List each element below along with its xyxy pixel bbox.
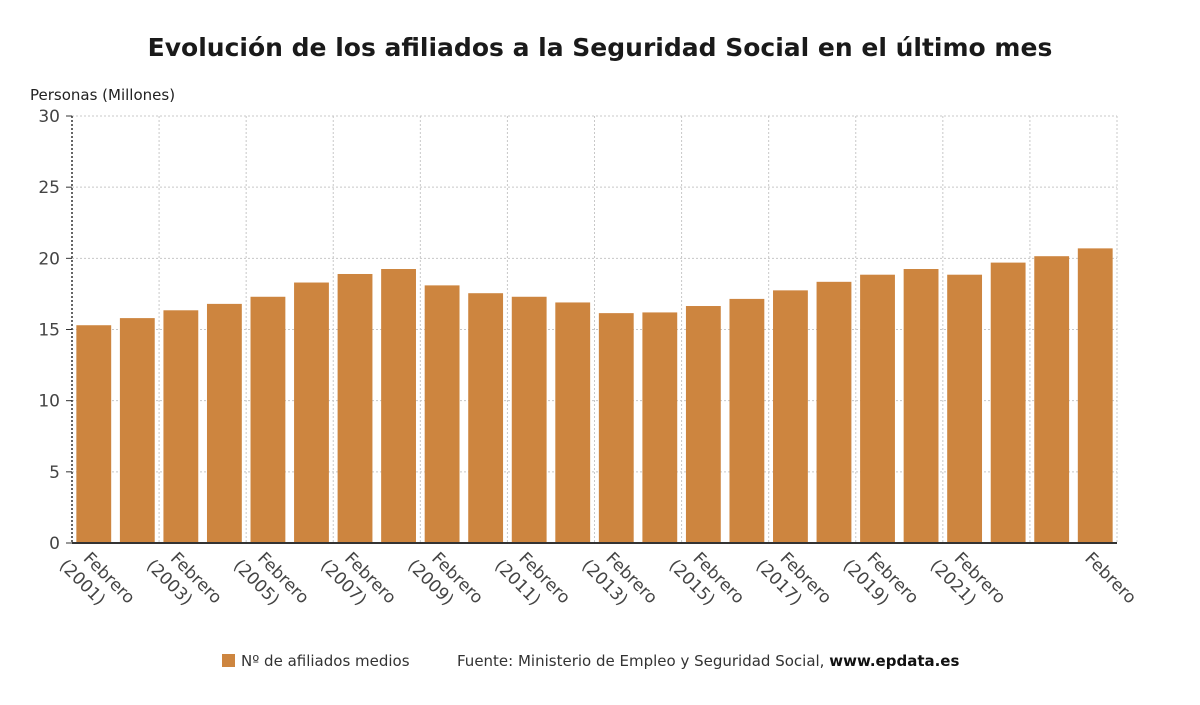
bar (729, 298, 765, 543)
x-tick-label: Febrero(2009) (403, 549, 487, 610)
source-text: Fuente: Ministerio de Empleo y Seguridad… (457, 652, 824, 670)
x-tick-label: Febrero(2017) (752, 549, 836, 610)
source-link[interactable]: www.epdata.es (829, 652, 959, 670)
bar (685, 306, 721, 543)
y-tick-label: 5 (49, 463, 60, 483)
x-tick-label: Febrero(2007) (316, 549, 400, 610)
bar (206, 303, 242, 543)
bar (468, 293, 504, 543)
bar (294, 282, 329, 543)
y-tick-label: 0 (49, 534, 60, 554)
x-tick-labels: Febrero(2001) Febrero(2003) Febrero(2005) F… (55, 549, 1140, 610)
bar (598, 313, 634, 543)
y-tick-labels: 0 5 10 15 20 25 30 (38, 107, 72, 554)
y-axis-label: Personas (Millones) (30, 86, 175, 104)
y-tick-label: 20 (38, 249, 60, 269)
x-tick-label: Febrero(2001) (55, 549, 139, 610)
bar (381, 269, 416, 543)
bars (76, 248, 1113, 543)
legend: Nº de afiliados medios Fuente: Ministeri… (222, 652, 959, 670)
bar (424, 285, 460, 543)
legend-swatch (222, 654, 235, 667)
x-tick-label: Febrero(2003) (142, 549, 226, 610)
x-tick-label-line: Febrero (1080, 549, 1140, 609)
bar (337, 273, 373, 543)
bar (816, 281, 852, 543)
x-tick-label: Febrero(2005) (229, 549, 313, 610)
bar (947, 274, 983, 543)
y-tick-label: 15 (38, 321, 60, 341)
x-tick-label: Febrero(2021) (926, 549, 1010, 610)
x-tick-label: Febrero (1080, 549, 1140, 609)
bar (903, 269, 939, 543)
source-note: Fuente: Ministerio de Empleo y Seguridad… (457, 652, 959, 670)
x-tick-label: Febrero(2015) (665, 549, 749, 610)
bar (555, 302, 591, 543)
bar (119, 318, 155, 543)
legend-series-label: Nº de afiliados medios (241, 652, 410, 670)
bar (860, 274, 895, 543)
x-tick-label: Febrero(2013) (577, 549, 661, 610)
bar (642, 312, 678, 543)
bar (773, 290, 808, 543)
chart-title: Evolución de los afiliados a la Segurida… (148, 33, 1053, 62)
bar (990, 262, 1026, 543)
x-tick-label: Febrero(2019) (839, 549, 923, 610)
bar (250, 296, 286, 543)
bar (1077, 248, 1113, 543)
bar (511, 296, 547, 543)
y-tick-label: 10 (38, 392, 60, 412)
grid-lines (72, 115, 1118, 543)
bar (163, 310, 199, 543)
bar (76, 325, 112, 543)
x-tick-label: Febrero(2011) (490, 549, 574, 610)
y-tick-label: 25 (38, 178, 60, 198)
y-tick-label: 30 (38, 107, 60, 127)
bar (1034, 256, 1070, 543)
